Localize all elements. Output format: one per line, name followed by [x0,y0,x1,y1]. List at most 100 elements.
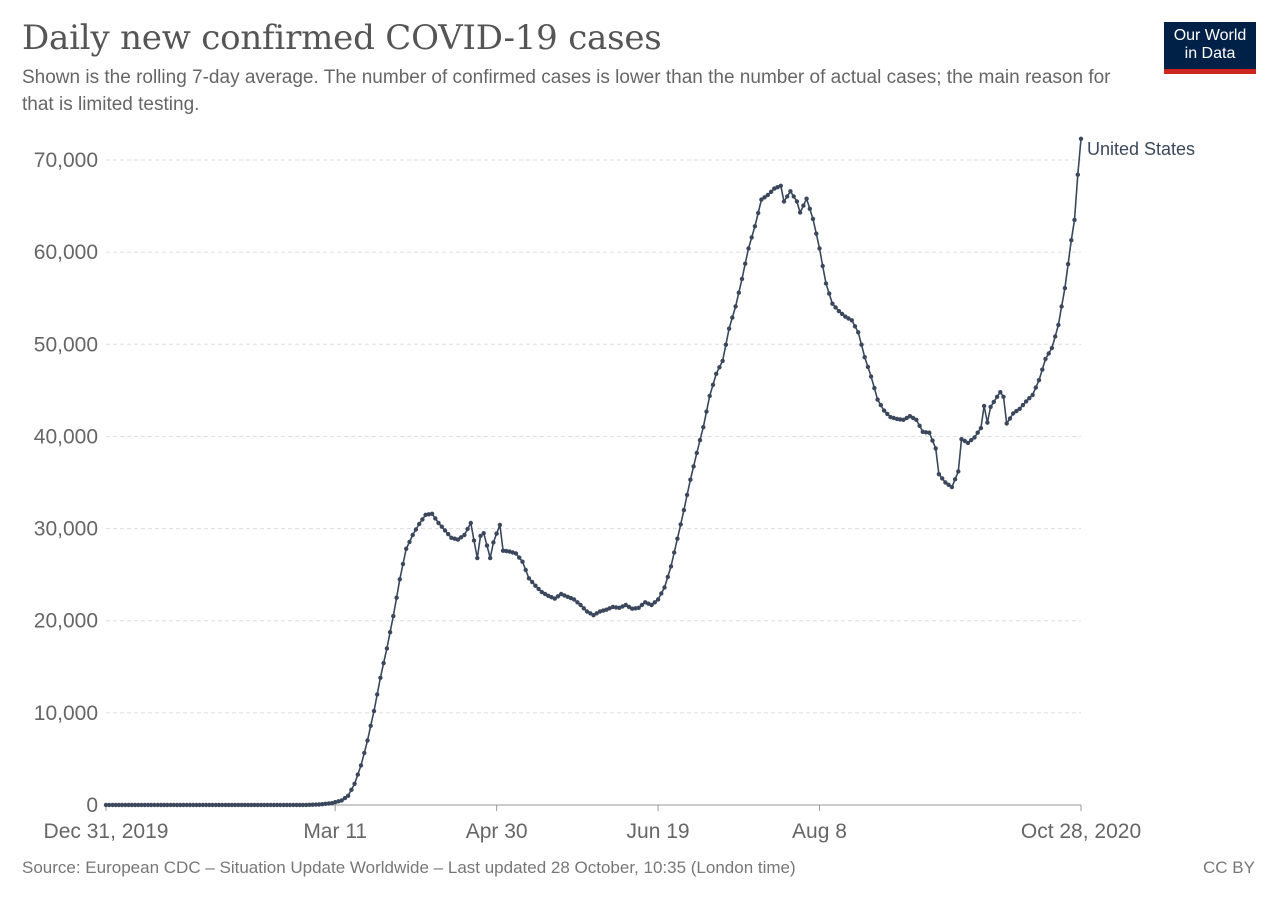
data-point[interactable] [126,802,131,808]
data-point[interactable] [207,802,212,808]
data-point[interactable] [468,520,473,526]
data-point[interactable] [1011,411,1016,416]
data-point[interactable] [513,551,519,556]
data-point[interactable] [717,365,722,370]
data-point[interactable] [129,802,134,808]
data-point[interactable] [927,430,932,435]
data-point[interactable] [846,316,851,321]
data-point[interactable] [252,802,257,808]
data-point[interactable] [710,382,716,387]
data-point[interactable] [139,802,144,808]
data-point[interactable] [668,564,674,569]
data-point[interactable] [946,482,951,487]
data-point[interactable] [756,210,761,216]
data-point[interactable] [775,185,780,190]
data-point[interactable] [788,189,793,194]
data-point[interactable] [542,591,548,597]
data-point[interactable] [639,602,645,608]
data-point[interactable] [358,763,364,768]
data-point[interactable] [136,802,141,808]
data-point[interactable] [985,420,990,425]
data-point[interactable] [1075,172,1081,177]
data-point[interactable] [697,437,703,443]
data-point[interactable] [232,802,238,808]
data-point[interactable] [817,246,822,251]
data-point[interactable] [830,301,835,306]
data-point[interactable] [475,555,480,561]
data-point[interactable] [868,374,874,379]
data-point[interactable] [991,399,996,405]
data-point[interactable] [613,605,619,610]
data-point[interactable] [794,199,800,204]
data-point[interactable] [407,539,412,545]
data-point[interactable] [959,437,964,442]
data-point[interactable] [1062,285,1068,291]
data-point[interactable] [313,802,319,807]
data-point[interactable] [962,438,967,444]
data-point[interactable] [936,472,942,477]
data-point[interactable] [365,738,370,743]
data-point[interactable] [852,324,858,329]
data-point[interactable] [801,203,806,208]
data-point[interactable] [655,597,661,602]
data-point[interactable] [823,281,829,286]
data-point[interactable] [333,800,338,805]
data-point[interactable] [349,787,354,792]
data-point[interactable] [123,802,128,808]
data-point[interactable] [307,802,312,807]
data-point[interactable] [362,750,367,756]
data-point[interactable] [994,394,1000,399]
data-point[interactable] [707,393,712,399]
data-point[interactable] [917,423,922,428]
data-point[interactable] [410,532,415,538]
data-point[interactable] [571,597,577,602]
data-point[interactable] [239,802,244,808]
data-point[interactable] [1007,416,1013,421]
data-point[interactable] [659,591,664,596]
data-point[interactable] [433,516,438,521]
data-point[interactable] [1053,334,1058,339]
data-point[interactable] [426,512,431,517]
data-point[interactable] [371,708,377,714]
data-point[interactable] [956,469,961,474]
data-point[interactable] [226,802,231,808]
data-point[interactable] [891,415,896,421]
data-point[interactable] [930,438,935,443]
data-point[interactable] [478,533,483,539]
data-point[interactable] [265,802,270,808]
data-point[interactable] [142,802,147,808]
data-point[interactable] [562,593,567,598]
data-point[interactable] [662,585,667,590]
data-point[interactable] [355,772,360,777]
data-point[interactable] [607,606,612,611]
data-point[interactable] [284,802,289,808]
data-point[interactable] [458,535,464,540]
data-point[interactable] [701,425,706,430]
data-point[interactable] [158,802,164,808]
data-point[interactable] [500,548,506,553]
data-point[interactable] [1059,304,1064,309]
data-point[interactable] [149,802,154,808]
data-point[interactable] [203,802,209,808]
data-point[interactable] [730,315,735,320]
data-point[interactable] [752,224,758,229]
data-point[interactable] [465,526,470,532]
data-point[interactable] [262,802,267,808]
data-point[interactable] [881,408,887,413]
data-point[interactable] [688,477,693,482]
data-point[interactable] [681,507,687,513]
data-point[interactable] [368,723,373,728]
data-point[interactable] [972,435,977,440]
data-point[interactable] [116,802,122,808]
data-point[interactable] [591,613,596,618]
data-point[interactable] [1033,385,1039,390]
data-point[interactable] [378,675,383,680]
data-point[interactable] [720,358,725,364]
data-point[interactable] [978,425,984,431]
series-line[interactable] [106,138,1082,806]
data-point[interactable] [836,308,842,314]
data-point[interactable] [584,609,590,614]
data-point[interactable] [904,415,909,421]
data-point[interactable] [759,197,764,202]
data-point[interactable] [161,802,167,808]
